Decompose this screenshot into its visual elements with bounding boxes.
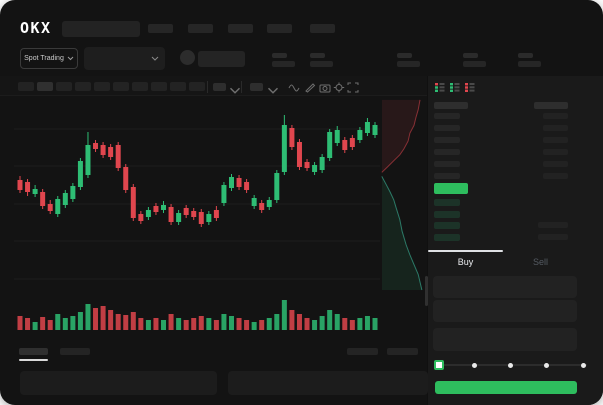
- bid-row-price[interactable]: [434, 199, 460, 206]
- interval-button[interactable]: [170, 82, 186, 91]
- ticker-stat-value: [272, 61, 295, 67]
- buy-submit-button[interactable]: [435, 381, 577, 394]
- bottom-action-block[interactable]: [387, 348, 418, 355]
- toolbar-divider: [207, 81, 208, 93]
- interval-button[interactable]: [75, 82, 91, 91]
- ticker-stat-label: [310, 53, 325, 58]
- orderbook-rows: [434, 100, 577, 248]
- bottom-table-panel: [20, 371, 217, 395]
- ask-row-price[interactable]: [434, 149, 460, 155]
- ask-row-amount: [543, 173, 568, 179]
- search-input[interactable]: [62, 21, 140, 37]
- toolbar-divider: [241, 81, 242, 93]
- orderbook-header-amount: [534, 102, 568, 109]
- wave-icon[interactable]: [288, 82, 300, 93]
- pair-selector-dropdown[interactable]: [84, 47, 165, 70]
- display-dropdown[interactable]: [250, 83, 263, 91]
- ask-row-amount: [543, 125, 568, 131]
- ticker-stat-label: [397, 53, 412, 58]
- slider-step-dot[interactable]: [544, 362, 550, 368]
- camera-icon[interactable]: [319, 82, 331, 93]
- trade-input-field[interactable]: [433, 300, 577, 322]
- fullscreen-icon[interactable]: [347, 82, 359, 93]
- tab-buy[interactable]: Buy: [428, 250, 503, 272]
- brush-icon[interactable]: [304, 82, 316, 93]
- ask-row-amount: [543, 161, 568, 167]
- interval-button[interactable]: [56, 82, 72, 91]
- ticker-stat-label: [463, 53, 478, 58]
- bottom-tab[interactable]: [60, 348, 90, 355]
- bid-row-price[interactable]: [434, 210, 460, 218]
- orderbook-header-price: [434, 102, 468, 109]
- tab-sell-label: Sell: [532, 256, 548, 267]
- slider-step-dot[interactable]: [580, 362, 586, 368]
- chevron-down-icon: [67, 56, 74, 61]
- slider-step-dot[interactable]: [471, 362, 477, 368]
- chevron-down-icon: [151, 56, 159, 61]
- ticker-stat-value: [463, 61, 486, 67]
- bid-row-price[interactable]: [434, 222, 460, 229]
- bottom-action-block[interactable]: [347, 348, 378, 355]
- spot-trading-label: Spot Trading: [24, 55, 64, 62]
- chevron-down-icon[interactable]: [267, 85, 279, 96]
- chevron-down-icon[interactable]: [229, 85, 241, 96]
- slider-handle[interactable]: [434, 360, 444, 370]
- bid-row-price[interactable]: [434, 233, 460, 241]
- account-button[interactable]: [198, 51, 245, 67]
- ask-row-amount: [543, 137, 568, 143]
- ticker-stat-label: [272, 53, 287, 58]
- interval-button[interactable]: [151, 82, 167, 91]
- ask-row-amount: [543, 149, 568, 155]
- ask-row-price[interactable]: [434, 173, 460, 179]
- ask-row-amount: [543, 113, 568, 119]
- interval-button[interactable]: [189, 82, 205, 91]
- spot-trading-dropdown[interactable]: Spot Trading: [20, 48, 78, 69]
- ask-row-price[interactable]: [434, 125, 460, 131]
- slider-step-dot[interactable]: [508, 362, 513, 368]
- ask-row-price[interactable]: [434, 137, 460, 143]
- interval-button[interactable]: [132, 82, 148, 91]
- last-price-highlight[interactable]: [434, 183, 468, 194]
- bottom-table-panel: [228, 371, 428, 395]
- bid-row-amount: [538, 222, 568, 228]
- nav-item[interactable]: [267, 24, 292, 33]
- depth-chart[interactable]: [380, 96, 426, 292]
- nav-item[interactable]: [148, 24, 173, 33]
- indicator-dropdown[interactable]: [213, 83, 226, 91]
- orderbook-view-asks[interactable]: [465, 80, 475, 98]
- ticker-stat-value: [397, 61, 420, 67]
- bottom-active-tab-underline: [19, 359, 48, 361]
- interval-button[interactable]: [113, 82, 129, 91]
- ticker-stat-label: [518, 53, 533, 58]
- tab-buy-label: Buy: [457, 256, 474, 267]
- trade-input-field[interactable]: [433, 276, 577, 298]
- bid-row-amount: [538, 233, 568, 240]
- tab-sell[interactable]: Sell: [503, 251, 578, 272]
- nav-item[interactable]: [188, 24, 213, 33]
- trade-tabs: Buy Sell: [428, 250, 578, 272]
- nav-item[interactable]: [310, 24, 335, 33]
- candlestick-chart[interactable]: [14, 96, 380, 332]
- interval-button[interactable]: [94, 82, 110, 91]
- avatar[interactable]: [180, 50, 195, 65]
- trade-input-field[interactable]: [433, 328, 577, 351]
- amount-slider[interactable]: [434, 358, 587, 372]
- okx-logo[interactable]: OKX: [20, 19, 52, 37]
- scrollbar-thumb[interactable]: [425, 276, 428, 306]
- interval-button[interactable]: [37, 82, 53, 91]
- orderbook-view-combined[interactable]: [435, 80, 445, 98]
- ticker-stat-value: [310, 61, 333, 67]
- ticker-stat-value: [518, 61, 541, 67]
- gear-icon[interactable]: [333, 82, 345, 93]
- nav-item[interactable]: [228, 24, 253, 33]
- orderbook-view-bids[interactable]: [450, 80, 460, 98]
- interval-button[interactable]: [18, 82, 34, 91]
- ask-row-price[interactable]: [434, 161, 460, 167]
- ask-row-price[interactable]: [434, 113, 460, 119]
- bottom-tab[interactable]: [19, 348, 48, 355]
